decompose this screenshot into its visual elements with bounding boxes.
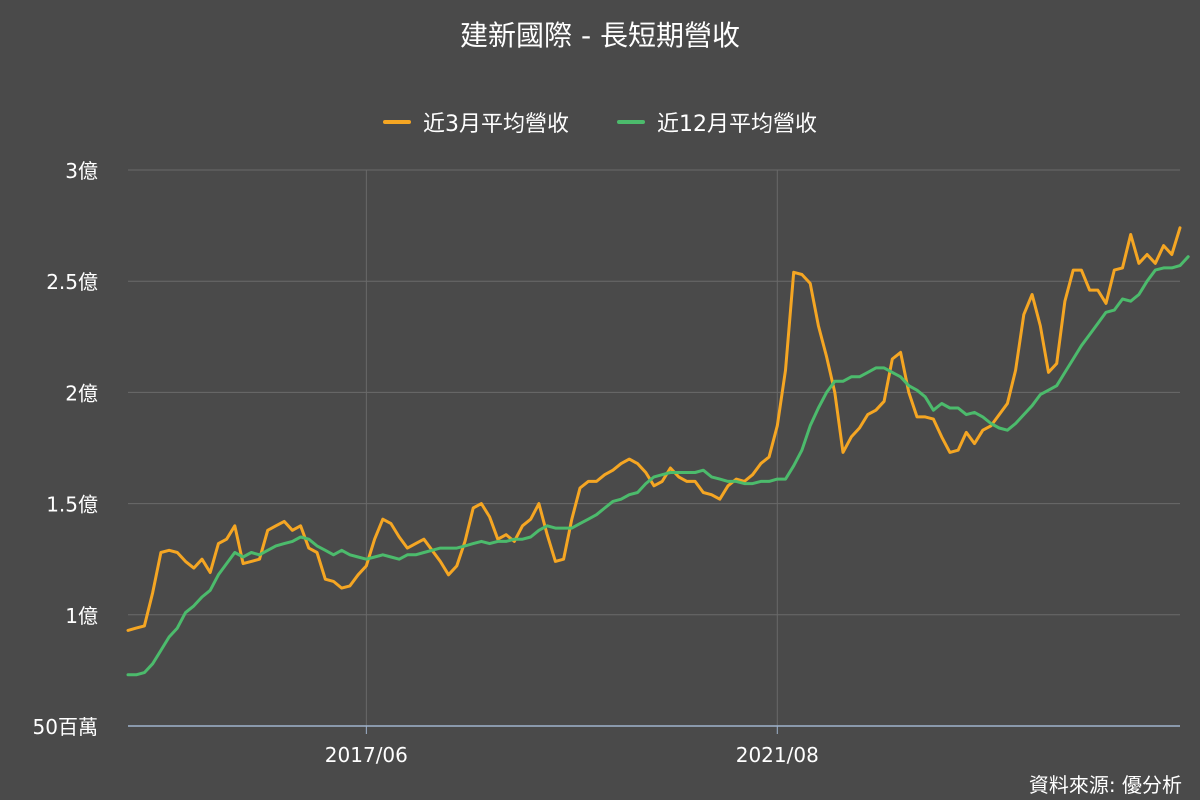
legend-swatch-3m — [383, 120, 411, 124]
chart-legend: 近3月平均營收 近12月平均營收 — [0, 106, 1200, 138]
legend-label-12m: 近12月平均營收 — [657, 112, 817, 137]
x-tick-label: 2021/08 — [736, 743, 819, 767]
source-label: 資料來源: 優分析 — [1028, 773, 1182, 797]
y-tick-label: 3億 — [65, 159, 98, 183]
y-tick-label: 2億 — [65, 381, 98, 405]
chart-title: 建新國際 - 長短期營收 — [460, 19, 740, 52]
series-line-12m — [126, 255, 1190, 677]
legend-label-3m: 近3月平均營收 — [423, 112, 569, 137]
y-tick-label: 50百萬 — [33, 715, 98, 739]
series-line-3m — [126, 226, 1182, 632]
legend-item-12m[interactable]: 近12月平均營收 — [617, 106, 817, 138]
legend-item-3m[interactable]: 近3月平均營收 — [383, 106, 569, 138]
y-tick-label: 1.5億 — [46, 493, 98, 517]
legend-swatch-12m — [617, 120, 645, 124]
y-tick-label: 1億 — [65, 604, 98, 628]
x-tick-label: 2017/06 — [325, 743, 408, 767]
y-tick-label: 2.5億 — [46, 270, 98, 294]
